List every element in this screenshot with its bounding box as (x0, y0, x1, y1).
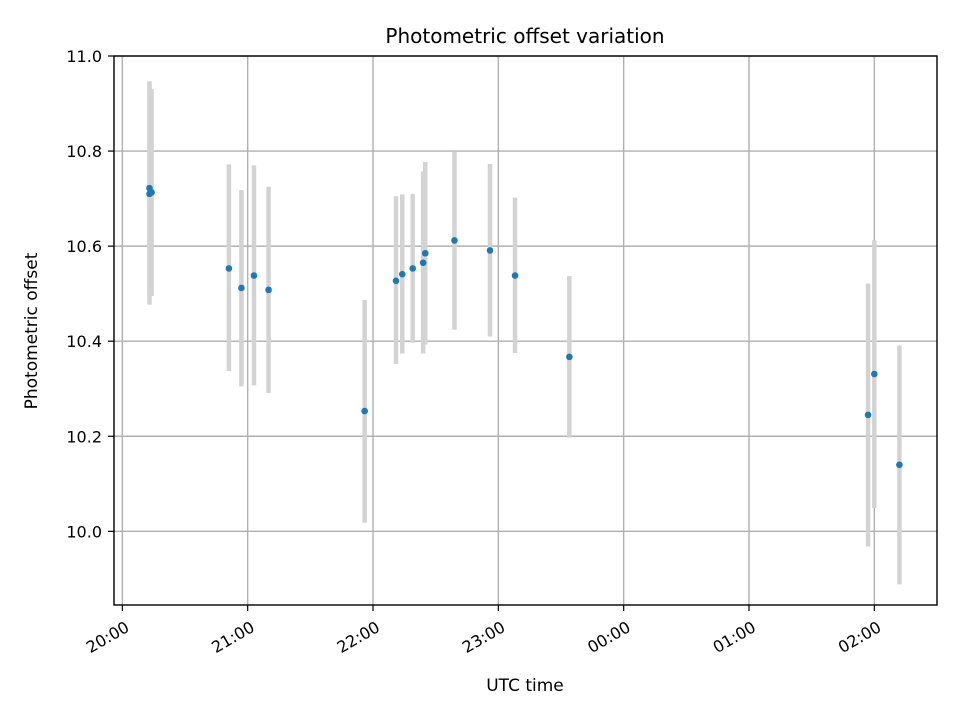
x-tick-label: 21:00 (208, 617, 257, 657)
data-point (148, 189, 155, 196)
data-point (225, 265, 233, 272)
data-point (451, 237, 458, 244)
data-point (864, 411, 872, 419)
y-tick-label: 10.8 (66, 142, 102, 161)
data-point (398, 270, 406, 278)
data-point (265, 286, 272, 294)
data-point (409, 265, 417, 272)
x-tick-label: 22:00 (334, 617, 383, 657)
data-point (566, 353, 573, 361)
data-point (871, 370, 878, 378)
tick-layer: 20:00 21:00 22:00 23:00 00:00 01:00 02:00 10.0 1… (66, 47, 884, 657)
x-tick-label: 00:00 (584, 617, 633, 657)
grid-layer (114, 55, 937, 605)
data-point (896, 461, 903, 469)
data-point (361, 407, 368, 415)
data-point (392, 277, 400, 285)
y-tick-label: 10.2 (66, 427, 102, 446)
data-point (421, 249, 429, 257)
x-axis-label: UTC time (486, 676, 564, 696)
data-point (419, 259, 427, 267)
data-point (238, 284, 245, 292)
point-layer (146, 184, 903, 469)
x-tick-label: 01:00 (710, 617, 759, 657)
x-tick-label: 20:00 (83, 617, 132, 657)
y-axis-label: Photometric offset (22, 252, 42, 409)
y-tick-label: 10.4 (66, 332, 102, 351)
chart-title: Photometric offset variation (385, 24, 664, 48)
x-tick-label: 23:00 (459, 617, 508, 657)
data-point (486, 247, 494, 254)
data-point (250, 272, 258, 279)
y-tick-label: 10.0 (66, 522, 102, 541)
data-point (511, 272, 519, 279)
y-tick-label: 10.6 (66, 237, 102, 256)
errorbar-layer (147, 81, 902, 585)
plot-frame (113, 55, 938, 606)
x-tick-label: 02:00 (835, 617, 884, 657)
y-tick-label: 11.0 (66, 47, 102, 66)
